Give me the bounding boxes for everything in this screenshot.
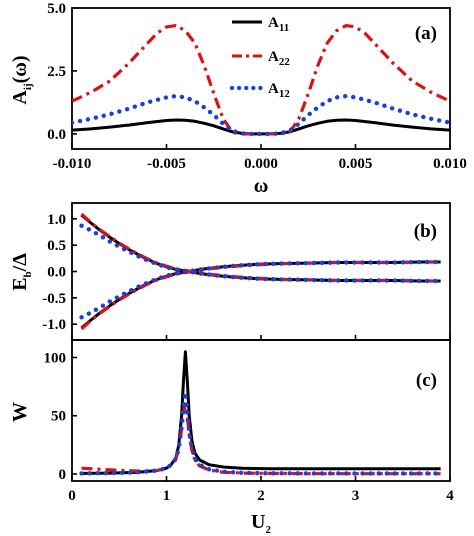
panel-b-ytick-label-1: 0.5: [47, 238, 66, 254]
legend-label-a12: A12: [268, 81, 290, 100]
legend-a12-main: A: [268, 81, 279, 97]
panel-a-ytick-label-2: 5.0: [47, 1, 66, 17]
panel-c-series-1: [81, 402, 441, 476]
panel-a-series-1: [72, 24, 450, 136]
panel-c-xlabel-main: U: [251, 511, 265, 533]
panel-c-ytick-label-0: 100: [44, 350, 67, 366]
panel-a-xlabel: ω: [254, 175, 269, 197]
panel-a-ticks: 0.0 2.5 5.0 -0.010 -0.005 0.000 0.005 0.010: [47, 1, 467, 172]
legend-a22-sub: 22: [279, 56, 291, 68]
panel-b-ytick-label-4: -1.0: [42, 317, 66, 333]
panel-c-series-2: [79, 390, 443, 476]
panel-a-xtick-label-0: -0.010: [53, 156, 92, 172]
panel-b-ytick-label-0: 1.0: [47, 212, 66, 228]
panel-b-ylabel-main: E: [9, 277, 31, 290]
panel-c-xlabel-sub: 2: [265, 524, 271, 536]
panel-a-ylabel-main: A: [9, 90, 31, 105]
legend-a12-sub: 12: [279, 88, 291, 100]
legend-a22-main: A: [268, 49, 279, 65]
panel-a-xtick-label-1: -0.005: [147, 156, 186, 172]
panel-b-ylabel-tail: /Δ: [9, 253, 31, 273]
panel-c-ylabel: W: [9, 402, 31, 422]
panel-a-ylabel-sub: ij: [22, 83, 34, 90]
panel-b-ytick-label-3: -0.5: [42, 291, 66, 307]
panel-c-xtick-label-4: 4: [446, 488, 454, 504]
panel-c-plot: [79, 350, 443, 476]
panel-a-plot: [72, 24, 450, 137]
panel-b-series-5: [79, 259, 443, 320]
panel-c-xtick-label-0: 0: [68, 488, 76, 504]
panel-c-series-0: [81, 350, 441, 475]
panel-b-series-1: [80, 260, 441, 330]
panel-c-label: (c): [416, 370, 437, 391]
legend-label-a22: A22: [268, 49, 290, 68]
panel-b-ylabel: Eb/Δ: [9, 253, 34, 291]
legend-a11-sub: 11: [279, 22, 289, 34]
panel-b-ticks: 1.0 0.5 0.0 -0.5 -1.0: [42, 212, 451, 340]
panel-a-ylabel-tail: (ω): [9, 55, 31, 83]
panel-a-ytick-label-1: 2.5: [47, 64, 66, 80]
panel-c-xtick-label-3: 3: [352, 488, 360, 504]
panel-b-series-0: [80, 213, 441, 283]
panel-b-plot: [79, 212, 443, 331]
panel-a-series-2: [72, 93, 450, 137]
panel-a-xtick-label-3: 0.005: [339, 156, 373, 172]
legend-a11-main: A: [268, 15, 279, 31]
legend: A11 A22 A12: [229, 15, 290, 100]
panel-b-ylabel-sub: b: [22, 271, 34, 277]
panel-c-xtick-label-2: 2: [257, 488, 265, 504]
panel-a-ytick-label-0: 0.0: [47, 127, 66, 143]
panel-a-label: (a): [415, 23, 437, 44]
panel-a-frame: [71, 7, 451, 150]
panel-b-series-2: [80, 212, 441, 283]
panel-c-ticks: 100 50 00 1 2 3 4: [44, 350, 455, 504]
panel-a-xtick-label-4: 0.010: [433, 156, 467, 172]
legend-label-a11: A11: [268, 15, 289, 34]
panel-a-ylabel: Aij(ω): [9, 55, 34, 104]
panel-a-xtick-label-2: 0.000: [244, 156, 278, 172]
panel-c-ytick-label-2: 0: [59, 467, 67, 483]
panel-b-series-4: [79, 223, 443, 284]
panel-c-ytick-label-1: 50: [51, 409, 66, 425]
panel-c-xtick-label-1: 1: [163, 488, 171, 504]
panel-c-frame: [71, 339, 451, 482]
panel-b-frame: [71, 202, 451, 341]
panel-a-series-0: [72, 118, 450, 136]
panel-b-ytick-label-2: 0.0: [47, 265, 66, 281]
panel-c-xlabel: U2: [251, 511, 271, 536]
panel-b-series-3: [80, 260, 441, 331]
panel-b-label: (b): [414, 221, 437, 242]
